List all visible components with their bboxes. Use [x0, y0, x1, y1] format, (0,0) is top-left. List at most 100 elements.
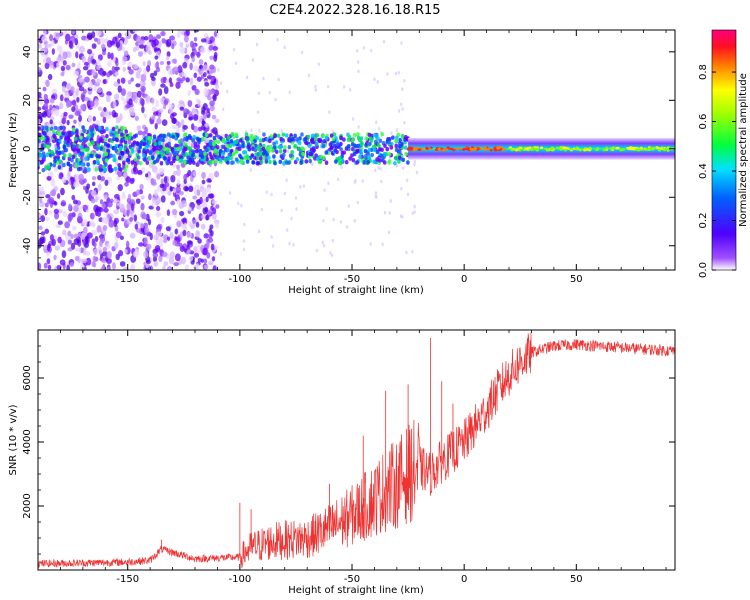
- spectrogram-cell: [142, 213, 147, 220]
- spectrogram-band-cell: [45, 152, 49, 158]
- spectrogram-cell: [146, 65, 151, 73]
- spectrogram-carrier-cell: [662, 148, 667, 152]
- spectrogram-band-cell: [159, 161, 164, 166]
- y-tick-label: 2000: [22, 493, 33, 518]
- spectrogram-band-cell: [367, 155, 372, 160]
- spectrogram-band-cell: [278, 159, 283, 165]
- spectrogram-band-cell: [367, 132, 372, 138]
- spectrogram-cell: [128, 98, 133, 106]
- spectrogram-band-cell: [331, 136, 336, 142]
- spectrogram-band-cell: [290, 150, 295, 155]
- spectrogram-cell: [135, 198, 141, 204]
- spectrogram-cell: [193, 245, 197, 253]
- spectrogram-cell: [157, 223, 163, 230]
- spectrogram-cell: [70, 177, 74, 186]
- spectrogram-cell: [64, 91, 70, 99]
- spectrogram-band-cell: [281, 152, 286, 158]
- spectrogram-cell: [186, 140, 191, 147]
- spectrogram-band-cell: [329, 133, 334, 138]
- spectrogram-band-cell: [293, 133, 297, 139]
- spectrogram-band-cell: [38, 138, 41, 144]
- spectrogram-cell: [93, 85, 97, 92]
- spectrogram-carrier-cell: [562, 146, 566, 149]
- spectrogram-band-cell: [355, 160, 359, 165]
- spectrogram-cell: [51, 88, 58, 94]
- spectrogram-cell: [93, 241, 97, 248]
- spectrogram-band-cell: [108, 166, 113, 172]
- spectrogram-cell: [91, 43, 97, 49]
- spectrogram-band-cell: [142, 141, 146, 147]
- spectrogram-cell: [166, 39, 172, 47]
- spectrogram-cell: [139, 97, 143, 105]
- spectrogram-band-cell: [40, 159, 45, 164]
- spectrogram-cell: [160, 235, 164, 243]
- spectrogram-cell: [329, 250, 332, 255]
- spectrogram-cell: [140, 223, 145, 229]
- spectrogram-band-cell: [234, 157, 239, 162]
- spectrogram-cell: [49, 34, 54, 42]
- spectrogram-cell: [245, 75, 249, 80]
- spectrogram-band-cell: [223, 157, 228, 162]
- spectrogram-band-cell: [375, 149, 380, 155]
- spectrogram-cell: [44, 228, 50, 234]
- spectrogram-cell: [193, 72, 198, 79]
- spectrogram-cell: [106, 258, 112, 264]
- spectrogram-cell: [147, 218, 152, 226]
- spectrogram-cell: [132, 94, 136, 102]
- spectrogram-cell: [135, 83, 141, 88]
- spectrogram-band-cell: [284, 133, 289, 138]
- spectrogram-cell: [129, 217, 134, 222]
- spectrogram-cell: [179, 41, 184, 48]
- spectrogram-cell: [96, 64, 101, 71]
- spectrogram-band-cell: [278, 149, 283, 154]
- spectrogram-band-cell: [68, 153, 72, 158]
- spectrogram-band-cell: [319, 154, 323, 160]
- spectrogram-cell: [342, 85, 346, 89]
- spectrogram-cell: [38, 97, 44, 105]
- spectrogram-carrier-cell: [450, 147, 454, 151]
- spectrogram-cell: [401, 166, 405, 170]
- spectrogram-cell: [67, 213, 74, 221]
- spectrogram-cell: [168, 77, 173, 84]
- spectrogram-band-cell: [120, 151, 125, 156]
- spectrogram-cell: [195, 245, 202, 254]
- spectrogram-cell: [198, 213, 203, 221]
- spectrogram-band-cell: [120, 126, 125, 131]
- spectrogram-cell: [356, 49, 359, 53]
- spectrogram-cell: [176, 178, 181, 186]
- spectrogram-cell: [42, 57, 48, 64]
- spectrogram-cell: [377, 127, 381, 131]
- snr-frame: [37, 329, 676, 571]
- spectrogram-band-cell: [245, 159, 250, 164]
- spectrogram-cell: [137, 169, 143, 175]
- spectrogram-band-cell: [269, 134, 274, 139]
- spectrogram-band-cell: [105, 126, 109, 132]
- spectrogram-cell: [386, 72, 389, 76]
- spectrogram-cell: [158, 88, 163, 96]
- spectrogram-cell: [184, 186, 189, 192]
- spectrogram-band-cell: [397, 149, 402, 155]
- spectrogram-cell: [161, 37, 166, 44]
- spectrogram-cell: [381, 242, 384, 247]
- spectrogram-cell: [257, 91, 261, 95]
- spectrogram-carrier-cell: [493, 147, 497, 150]
- spectrogram-cell: [77, 247, 82, 253]
- spectrogram-cell: [295, 207, 298, 211]
- snr-panel: -150 -100 -50 0 50 2000 4000 6000 Height of st…: [8, 329, 676, 596]
- spectrogram-band-cell: [113, 130, 118, 135]
- spectrogram-cell: [80, 104, 84, 111]
- spectrogram-cell: [71, 194, 76, 201]
- spectrogram-cell: [179, 210, 185, 217]
- spectrogram-band-cell: [88, 142, 92, 147]
- spectrogram-band-cell: [299, 160, 303, 165]
- spectrogram-cell: [154, 170, 159, 176]
- spectrogram-band-cell: [230, 132, 235, 137]
- spectrogram-band-cell: [346, 143, 351, 149]
- spectrogram-cell: [213, 54, 218, 62]
- x-tick-label: 0: [461, 274, 467, 285]
- colorbar-label: Normalized spectral amplitude: [738, 73, 749, 227]
- spectrogram-cell: [48, 196, 55, 204]
- spectrogram-cell: [332, 217, 335, 222]
- spectrogram-carrier-cell: [635, 148, 639, 151]
- spectrogram-cell: [60, 71, 65, 77]
